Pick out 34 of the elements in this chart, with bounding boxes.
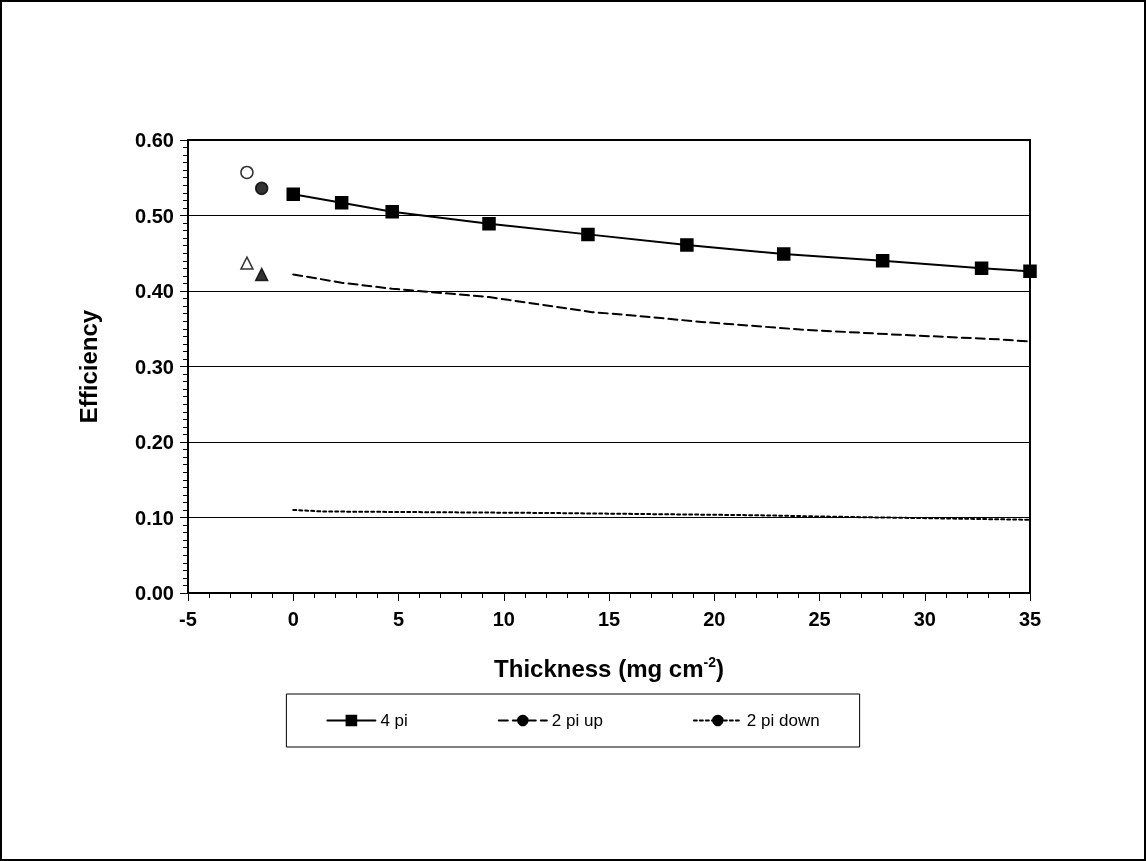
point bbox=[385, 204, 399, 219]
y-tick-label: 0.00 bbox=[135, 582, 174, 604]
point bbox=[482, 217, 496, 231]
y-tick-label: 0.20 bbox=[135, 431, 174, 453]
x-tick-label: 30 bbox=[913, 608, 936, 630]
x-tick-label: 35 bbox=[1018, 608, 1042, 630]
x-tick-label: 20 bbox=[703, 608, 726, 630]
x-tick-label: -5 bbox=[179, 608, 197, 630]
point bbox=[334, 195, 349, 210]
point bbox=[776, 247, 791, 261]
x-tick-label: 0 bbox=[287, 608, 299, 630]
y-tick-label: 0.50 bbox=[135, 204, 174, 227]
point bbox=[875, 254, 890, 268]
y-tick-label: 0.60 bbox=[135, 129, 174, 151]
y-tick-label: 0.40 bbox=[135, 280, 174, 302]
legend-label: 2 pi down bbox=[746, 711, 820, 730]
point bbox=[680, 238, 694, 252]
point bbox=[240, 256, 254, 270]
point bbox=[1023, 264, 1037, 279]
point bbox=[286, 187, 300, 202]
point bbox=[254, 181, 269, 196]
y-tick-label: 0.10 bbox=[135, 506, 174, 529]
point bbox=[581, 227, 595, 242]
point bbox=[254, 267, 269, 282]
x-tick-label: 25 bbox=[808, 608, 831, 630]
x-tick-label: 10 bbox=[492, 608, 515, 630]
x-tick-label: 5 bbox=[392, 608, 405, 630]
x-tick-label: 15 bbox=[597, 608, 621, 630]
point bbox=[974, 261, 989, 276]
legend-label: 2 pi up bbox=[551, 711, 603, 730]
y-axis-title: Efficiency bbox=[74, 309, 102, 424]
legend-label: 4 pi bbox=[380, 711, 408, 730]
y-tick-label: 0.30 bbox=[135, 355, 174, 378]
point bbox=[240, 165, 254, 180]
